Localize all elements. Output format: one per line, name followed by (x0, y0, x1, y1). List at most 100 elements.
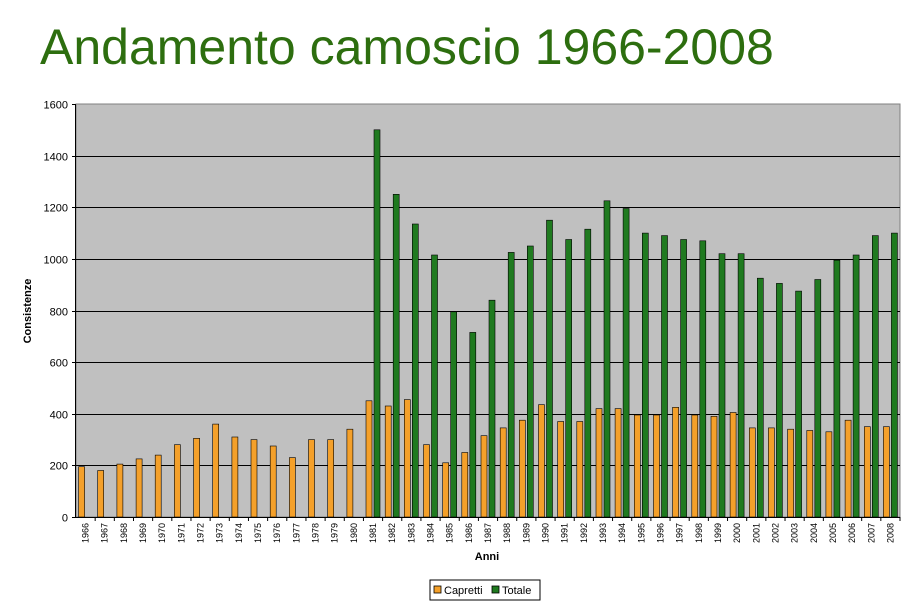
x-tick-label: 2005 (828, 523, 838, 543)
bar-capretti-1969 (135, 458, 143, 518)
bar-totale-1995 (641, 232, 649, 518)
x-tick-label: 1966 (81, 523, 91, 543)
x-tick-label: 1984 (426, 523, 436, 543)
bar-totale-2001 (756, 277, 764, 518)
bar-totale-1989 (526, 245, 534, 518)
x-tick-label: 1989 (521, 523, 531, 543)
bar-capretti-1992 (576, 421, 584, 518)
x-tick-label: 1967 (100, 523, 110, 543)
bar-totale-1983 (411, 223, 419, 518)
bar-capretti-1981 (365, 400, 373, 518)
bar-capretti-1993 (595, 408, 603, 518)
bar-capretti-1971 (174, 444, 181, 518)
x-tick-label: 1988 (502, 523, 512, 543)
bar-capretti-1991 (557, 421, 565, 518)
bar-capretti-1994 (614, 408, 622, 518)
bar-totale-1985 (450, 311, 458, 518)
x-tick-label: 1979 (330, 523, 340, 543)
bar-totale-2000 (737, 253, 745, 518)
x-tick-label: 2003 (790, 523, 800, 543)
bar-capretti-1984 (423, 444, 430, 518)
bar-totale-2004 (814, 279, 822, 518)
y-tick-label: 0 (62, 513, 68, 525)
x-tick-label: 1981 (368, 523, 378, 543)
x-tick-label: 1980 (349, 523, 359, 543)
legend-label-totale: Totale (502, 585, 531, 597)
bar-totale-1998 (699, 240, 707, 518)
x-tick-label: 1998 (694, 523, 704, 543)
legend: Capretti Totale (429, 579, 541, 601)
bar-totale-1991 (565, 239, 573, 518)
x-tick-label: 1982 (387, 523, 397, 543)
y-tick-label: 800 (50, 307, 68, 319)
x-tick-label: 1993 (598, 523, 608, 543)
bar-capretti-1988 (499, 427, 507, 518)
legend-swatch-capretti (433, 585, 442, 594)
bar-capretti-2006 (844, 419, 852, 518)
x-tick-label: 1990 (541, 523, 551, 543)
x-tick-label: 1977 (291, 523, 301, 543)
x-tick-label: 2007 (866, 523, 876, 543)
bar-totale-1984 (431, 254, 438, 518)
x-tick-label: 1972 (196, 523, 206, 543)
x-tick-label: 1970 (157, 523, 167, 543)
bar-capretti-1997 (672, 406, 679, 518)
x-tick-label: 2006 (847, 523, 857, 543)
bar-capretti-1983 (403, 399, 411, 518)
bar-totale-1993 (603, 200, 611, 518)
bar-capretti-2004 (806, 430, 814, 518)
x-tick-label: 2004 (809, 523, 819, 543)
bar-capretti-2000 (729, 412, 737, 518)
bar-capretti-1987 (480, 435, 488, 518)
bar-capretti-1985 (442, 462, 450, 518)
bar-totale-1997 (680, 239, 687, 518)
y-tick-label: 600 (50, 358, 68, 370)
x-tick-label: 1978 (311, 523, 321, 543)
bar-capretti-1968 (116, 463, 124, 518)
x-axis-title: Anni (475, 551, 499, 563)
bar-capretti-1995 (633, 414, 641, 518)
y-tick-label: 1000 (44, 255, 68, 267)
bar-capretti-1972 (193, 437, 200, 518)
bar-totale-1990 (546, 219, 553, 518)
bar-capretti-1970 (154, 454, 162, 518)
bar-capretti-1998 (691, 414, 699, 518)
bar-totale-2007 (871, 235, 879, 518)
bar-capretti-1982 (384, 405, 392, 518)
bar-totale-2005 (833, 259, 841, 518)
bar-capretti-2007 (863, 426, 871, 518)
bar-totale-2002 (776, 283, 783, 518)
bar-totale-1986 (469, 332, 477, 518)
x-tick-label: 1995 (636, 523, 646, 543)
bar-capretti-1978 (308, 439, 315, 518)
x-tick-label: 1971 (176, 523, 186, 543)
bar-capretti-2003 (787, 428, 794, 518)
x-tick-label: 1976 (272, 523, 282, 543)
bar-capretti-1973 (212, 423, 219, 518)
x-tick-label: 1994 (617, 523, 627, 543)
bar-totale-2006 (852, 254, 860, 518)
x-tick-label: 2001 (751, 523, 761, 543)
bar-totale-2003 (795, 290, 802, 518)
y-tick-label: 1600 (44, 100, 68, 112)
bar-totale-1992 (584, 228, 592, 518)
x-tick-label: 1973 (215, 523, 225, 543)
x-tick-label: 1968 (119, 523, 129, 543)
y-tick-label: 400 (50, 410, 68, 422)
bar-totale-1981 (373, 129, 381, 518)
x-tick-label: 1974 (234, 523, 244, 543)
bar-capretti-1979 (327, 439, 335, 518)
bar-totale-1999 (718, 253, 726, 518)
y-tick-label: 1200 (44, 203, 68, 215)
x-tick-label: 1969 (138, 523, 148, 543)
x-tick-label: 1992 (579, 523, 589, 543)
bar-capretti-2008 (883, 426, 890, 518)
x-tick-label: 2000 (732, 523, 742, 543)
x-tick-label: 1997 (675, 523, 685, 543)
bar-capretti-1986 (461, 452, 469, 518)
x-tick-label: 2002 (770, 523, 780, 543)
bar-capretti-1977 (289, 457, 296, 518)
x-tick-label: 1987 (483, 523, 493, 543)
bar-capretti-1967 (97, 470, 104, 518)
